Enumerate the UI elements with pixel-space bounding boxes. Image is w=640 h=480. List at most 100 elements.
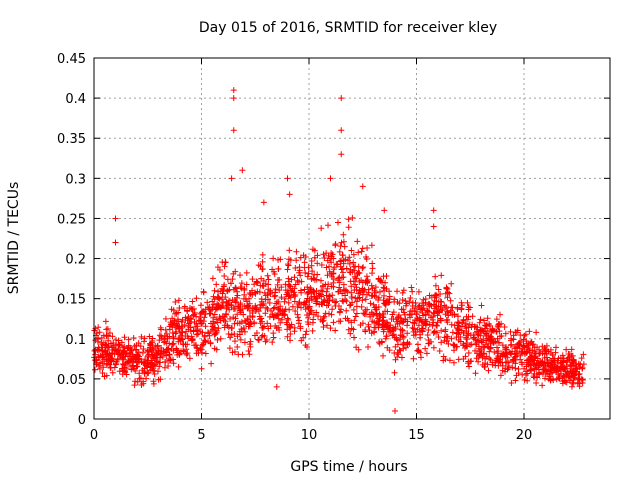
- data-point: [399, 289, 406, 296]
- data-point: [431, 292, 438, 299]
- data-point: [284, 315, 291, 322]
- data-point: [508, 351, 515, 358]
- data-point: [260, 300, 267, 307]
- data-point: [468, 341, 475, 348]
- data-point: [229, 349, 236, 356]
- data-point: [443, 284, 450, 291]
- data-point: [380, 284, 387, 291]
- data-point: [396, 300, 403, 307]
- data-point: [339, 265, 346, 272]
- data-point: [380, 352, 387, 359]
- data-point: [339, 252, 346, 259]
- data-point: [221, 263, 228, 270]
- data-point: [443, 305, 450, 312]
- data-point: [107, 364, 114, 371]
- data-point: [301, 286, 308, 293]
- data-point: [303, 328, 310, 335]
- data-point: [186, 355, 193, 362]
- data-point: [552, 344, 559, 351]
- data-point: [100, 351, 107, 358]
- data-point: [197, 345, 204, 352]
- data-point: [457, 338, 464, 345]
- data-point: [235, 351, 242, 358]
- data-point: [316, 301, 323, 308]
- data-point: [149, 345, 156, 352]
- data-point: [254, 279, 261, 286]
- data-point: [484, 343, 491, 350]
- data-point: [392, 356, 399, 363]
- data-point: [176, 351, 183, 358]
- data-point: [346, 260, 353, 267]
- data-point: [475, 353, 482, 360]
- data-point: [520, 343, 527, 350]
- data-point: [515, 365, 522, 372]
- data-point: [106, 350, 113, 357]
- data-point: [246, 341, 253, 348]
- data-point: [256, 289, 263, 296]
- data-point: [463, 340, 470, 347]
- data-point: [432, 282, 439, 289]
- data-point: [398, 354, 405, 361]
- data-point: [330, 279, 337, 286]
- data-point: [418, 354, 425, 361]
- data-point: [195, 317, 202, 324]
- data-point: [95, 324, 102, 331]
- data-point: [267, 323, 274, 330]
- data-point: [158, 326, 165, 333]
- data-point: [213, 281, 220, 288]
- data-point: [217, 317, 224, 324]
- data-point: [423, 350, 430, 357]
- data-point: [271, 304, 278, 311]
- data-point: [331, 299, 338, 306]
- data-point: [208, 360, 215, 367]
- data-point: [493, 316, 500, 323]
- data-point: [483, 323, 490, 330]
- data-point: [261, 323, 268, 330]
- data-point: [559, 380, 566, 387]
- data-point: [302, 342, 309, 349]
- data-point: [459, 302, 466, 309]
- data-point: [491, 349, 498, 356]
- data-point: [338, 127, 345, 134]
- data-point: [260, 199, 267, 206]
- data-point: [113, 337, 120, 344]
- data-point: [375, 324, 382, 331]
- data-point: [247, 338, 254, 345]
- y-axis-label: SRMTID / TECUs: [6, 182, 22, 295]
- data-point: [212, 331, 219, 338]
- data-point: [550, 377, 557, 384]
- data-point: [214, 293, 221, 300]
- data-point: [96, 329, 103, 336]
- data-point: [422, 311, 429, 318]
- data-point: [475, 331, 482, 338]
- data-point: [325, 222, 332, 229]
- data-point: [331, 264, 338, 271]
- data-point: [136, 370, 143, 377]
- data-point: [309, 327, 316, 334]
- data-point: [362, 296, 369, 303]
- data-point: [225, 299, 232, 306]
- data-point: [344, 288, 351, 295]
- data-point: [285, 292, 292, 299]
- data-point: [335, 288, 342, 295]
- data-point: [509, 358, 516, 365]
- data-point: [475, 358, 482, 365]
- data-point: [359, 245, 366, 252]
- data-point: [425, 327, 432, 334]
- data-point: [455, 331, 462, 338]
- data-point: [358, 303, 365, 310]
- data-point: [450, 359, 457, 366]
- data-point: [218, 296, 225, 303]
- data-point: [246, 321, 253, 328]
- data-point: [104, 325, 111, 332]
- data-point: [430, 344, 437, 351]
- y-tick-label: 0.15: [57, 293, 86, 308]
- data-point: [232, 298, 239, 305]
- data-point: [359, 265, 366, 272]
- data-point: [181, 303, 188, 310]
- data-point: [172, 298, 179, 305]
- data-point: [542, 362, 549, 369]
- data-point: [288, 276, 295, 283]
- data-point: [543, 367, 550, 374]
- data-point: [221, 272, 228, 279]
